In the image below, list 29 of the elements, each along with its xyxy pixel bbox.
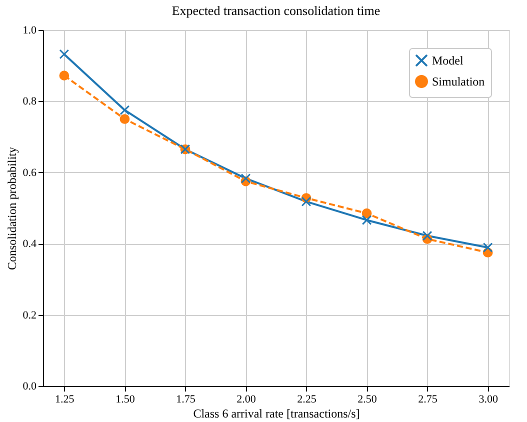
- x-tick-label: 1.75: [176, 394, 196, 406]
- point: [59, 70, 70, 80]
- point: [301, 196, 312, 207]
- x-tick-label: 2.25: [297, 394, 317, 406]
- x-axis-title: Class 6 arrival rate [transactions/s]: [193, 406, 360, 420]
- point: [240, 174, 251, 184]
- x-tick-label: 1.25: [55, 394, 75, 406]
- x-tick-label: 3.00: [478, 394, 498, 406]
- legend-label: Model: [432, 54, 464, 68]
- point: [362, 215, 372, 226]
- point: [482, 242, 493, 252]
- x-tick-label: 2.50: [358, 394, 378, 406]
- point: [422, 230, 432, 241]
- chart-title: Expected transaction consolidation time: [172, 3, 380, 18]
- x-tick-label: 1.50: [116, 394, 136, 406]
- y-tick-label: 0.6: [22, 166, 37, 179]
- y-axis-title: Consolidation probability: [4, 147, 19, 270]
- y-tick-label: 0.4: [22, 238, 37, 250]
- point: [362, 208, 372, 218]
- point: [120, 105, 130, 116]
- x-tick-label: 2.75: [418, 394, 438, 406]
- y-tick-label: 0.8: [22, 96, 37, 108]
- legend-label: Simulation: [432, 74, 485, 88]
- x-tick-label: 2.00: [236, 394, 256, 406]
- point: [59, 49, 70, 60]
- point: [120, 114, 130, 124]
- y-tick-label: 0.2: [22, 309, 36, 322]
- y-tick-label: 1.0: [22, 24, 37, 36]
- y-tick-label: 0.0: [22, 380, 37, 392]
